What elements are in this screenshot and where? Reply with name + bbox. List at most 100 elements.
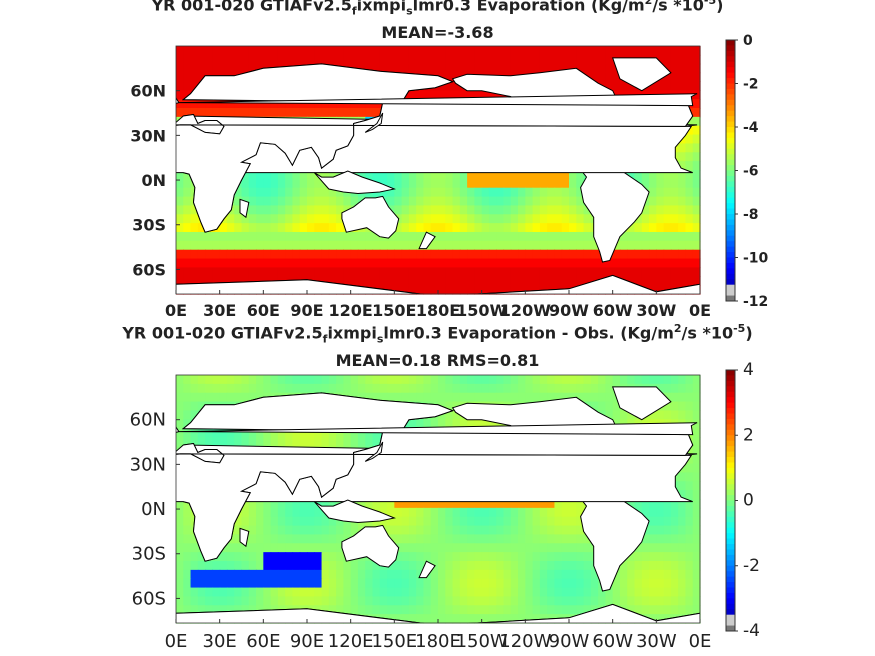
field-cell bbox=[569, 258, 577, 269]
field-cell bbox=[336, 437, 344, 447]
field-cell bbox=[649, 507, 657, 518]
field-cell bbox=[176, 392, 184, 403]
field-cell bbox=[525, 249, 534, 260]
chart2-title-part: ) bbox=[745, 323, 753, 343]
field-cell bbox=[357, 569, 366, 580]
field-cell bbox=[438, 214, 446, 224]
field-cell bbox=[248, 587, 257, 598]
field-cell bbox=[197, 240, 206, 251]
x-tick-label: 150E bbox=[372, 301, 416, 320]
field-cell bbox=[612, 401, 621, 412]
field-cell bbox=[234, 196, 243, 207]
field-cell bbox=[539, 258, 548, 269]
field-cell bbox=[357, 499, 366, 509]
field-cell bbox=[503, 223, 512, 233]
field-cell bbox=[496, 525, 505, 536]
chart2-title-sup: 2 bbox=[673, 322, 682, 335]
field-cell bbox=[328, 170, 337, 180]
field-cell bbox=[387, 232, 395, 242]
field-cell bbox=[634, 561, 643, 571]
field-cell bbox=[459, 419, 468, 429]
field-cell bbox=[343, 54, 352, 65]
field-cell bbox=[263, 543, 272, 553]
field-cell bbox=[226, 383, 235, 394]
field-cell bbox=[190, 276, 199, 286]
field-cell bbox=[481, 232, 490, 242]
field-cell bbox=[467, 46, 475, 56]
field-cell bbox=[394, 561, 403, 571]
field-cell bbox=[656, 596, 665, 606]
field-cell bbox=[321, 214, 330, 224]
field-cell bbox=[525, 578, 534, 589]
field-cell bbox=[321, 46, 330, 56]
field-cell bbox=[299, 516, 308, 527]
field-cell bbox=[219, 552, 228, 562]
field-cell bbox=[430, 614, 439, 624]
field-cell bbox=[656, 54, 665, 65]
field-cell bbox=[234, 108, 243, 118]
field-cell bbox=[569, 499, 577, 509]
field-cell bbox=[685, 499, 694, 509]
field-cell bbox=[183, 223, 192, 233]
field-cell bbox=[576, 276, 585, 286]
field-cell bbox=[336, 187, 344, 198]
field-cell bbox=[627, 223, 636, 233]
field-cell bbox=[314, 525, 323, 536]
field-cell bbox=[299, 249, 308, 260]
field-cell bbox=[459, 552, 468, 562]
colorbar-tick-label: -4 bbox=[743, 621, 760, 641]
field-cell bbox=[678, 143, 687, 153]
field-cell bbox=[408, 392, 417, 403]
field-cell bbox=[525, 196, 534, 207]
field-cell bbox=[401, 596, 410, 606]
field-cell bbox=[532, 578, 541, 589]
field-cell bbox=[569, 543, 577, 553]
field-cell bbox=[554, 375, 563, 385]
field-cell bbox=[314, 232, 323, 242]
field-cell bbox=[510, 499, 519, 509]
field-cell bbox=[554, 196, 563, 207]
field-cell bbox=[678, 214, 687, 224]
field-cell bbox=[190, 108, 199, 118]
field-cell bbox=[554, 240, 563, 251]
field-cell bbox=[292, 232, 301, 242]
y-tick-label: 30N bbox=[130, 454, 166, 475]
field-cell bbox=[656, 214, 665, 224]
field-cell bbox=[641, 552, 650, 562]
field-cell bbox=[241, 170, 250, 180]
field-cell bbox=[176, 401, 184, 412]
field-cell bbox=[438, 240, 446, 251]
field-cell bbox=[205, 267, 213, 277]
field-cell bbox=[467, 249, 475, 260]
colorbar-segment bbox=[726, 165, 735, 171]
field-cell bbox=[692, 605, 701, 615]
field-cell bbox=[561, 196, 570, 207]
field-cell bbox=[292, 578, 301, 589]
field-cell bbox=[488, 90, 497, 100]
field-cell bbox=[649, 258, 657, 269]
field-cell bbox=[336, 267, 344, 277]
field-cell bbox=[576, 507, 585, 518]
land-madagascar bbox=[239, 198, 250, 219]
field-cell bbox=[423, 507, 432, 518]
field-cell bbox=[430, 178, 439, 189]
field-cell bbox=[394, 63, 403, 74]
field-cell bbox=[241, 187, 250, 198]
field-cell bbox=[481, 392, 490, 403]
field-cell bbox=[277, 578, 286, 589]
field-cell bbox=[285, 578, 294, 589]
field-cell bbox=[328, 46, 337, 56]
field-cell bbox=[277, 516, 286, 527]
field-cell bbox=[430, 596, 439, 606]
field-cell bbox=[474, 596, 483, 606]
field-cell bbox=[656, 561, 665, 571]
field-cell bbox=[452, 285, 461, 295]
chart2-title-sup: -5 bbox=[733, 322, 746, 335]
field-cell bbox=[467, 223, 475, 233]
colorbar-segment bbox=[726, 505, 735, 512]
field-cell bbox=[248, 392, 257, 403]
field-cell bbox=[496, 578, 505, 589]
field-cell bbox=[554, 525, 563, 536]
field-cell bbox=[481, 54, 490, 65]
field-cell bbox=[576, 392, 585, 403]
